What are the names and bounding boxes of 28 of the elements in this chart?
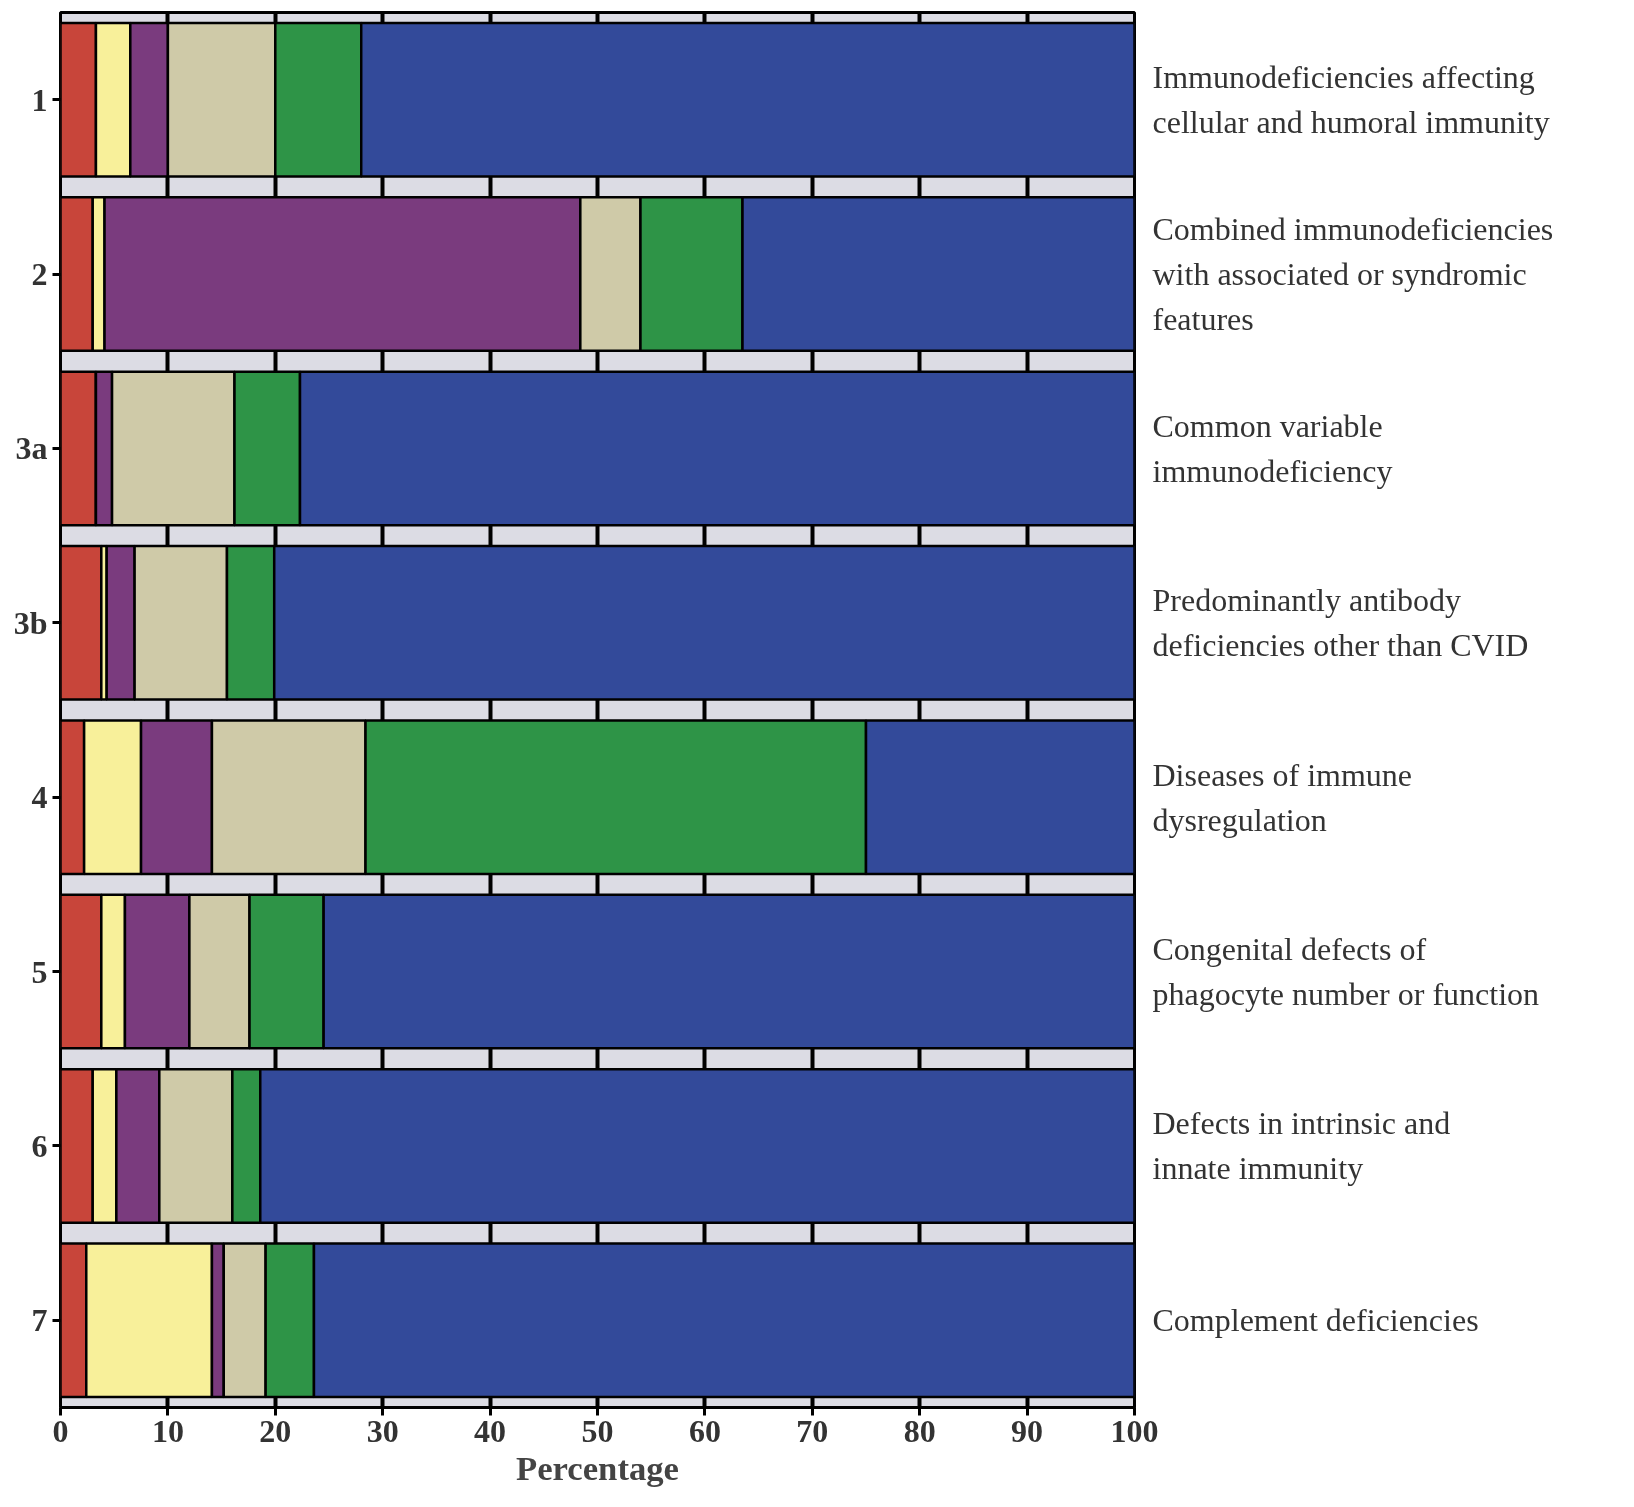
y-tick-label: 4	[31, 779, 48, 816]
x-tick-label: 30	[366, 1412, 399, 1449]
text: Defects in intrinsic and innate immunity	[1152, 1105, 1451, 1187]
y-tick-label: 7	[31, 1302, 48, 1339]
x-tick-label: 90	[1011, 1412, 1044, 1449]
text: Congenital defects of phagocyte number or function	[1152, 931, 1540, 1013]
text: Complement deficiencies	[1152, 1302, 1479, 1339]
y-tick-label: 5	[31, 953, 48, 990]
x-tick-label: 70	[796, 1412, 829, 1449]
x-tick-label: 100	[1110, 1412, 1159, 1449]
text: Common variable immunodeficiency	[1152, 407, 1393, 489]
y-tick-label: 3b	[13, 604, 48, 641]
y-tick-label: 6	[31, 1127, 48, 1164]
x-tick-label: 20	[259, 1412, 292, 1449]
y-tick-label: 2	[31, 256, 48, 293]
x-tick-label: 0	[52, 1412, 69, 1449]
x-tick-label: 10	[151, 1412, 184, 1449]
x-axis-title: Percentage	[516, 1448, 679, 1487]
x-tick-label: 40	[474, 1412, 507, 1449]
x-tick-label: 80	[903, 1412, 936, 1449]
text: Immunodeficiencies affecting cellular and humoral immunity	[1152, 59, 1550, 141]
text: Diseases of immune dysregulation	[1152, 756, 1412, 838]
y-tick-label: 3a	[15, 430, 48, 467]
x-tick-label: 60	[688, 1412, 721, 1449]
x-tick-label: 50	[581, 1412, 614, 1449]
y-tick-label: 1	[31, 81, 48, 118]
text: Combined immunodeficiencies with associated or syndromic features	[1152, 211, 1554, 338]
text: Predominantly antibody deficiencies other than CVID	[1152, 582, 1529, 664]
